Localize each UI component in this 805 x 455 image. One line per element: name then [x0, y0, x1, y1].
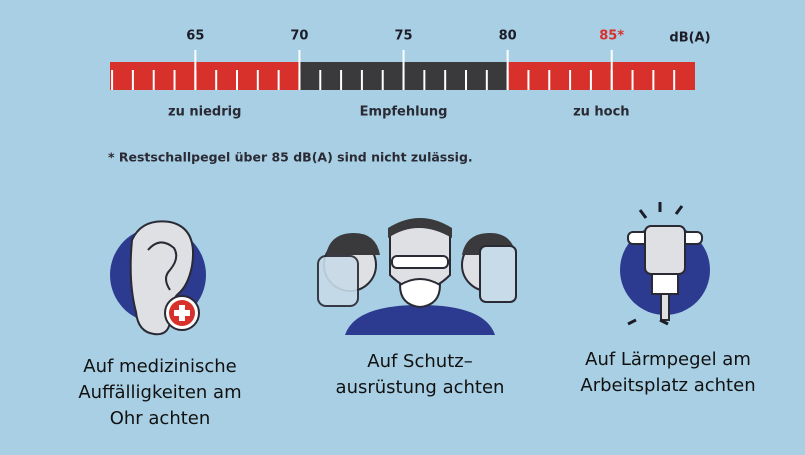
tick-label: 70: [290, 29, 308, 44]
caption-line: Auf medizinische: [83, 356, 236, 377]
captions: Auf medizinische Auffälligkeiten am Ohr ac…: [78, 349, 755, 429]
zone-segment: [110, 62, 300, 90]
zone-label: Empfehlung: [360, 105, 448, 120]
caption-line: ausrüstung achten: [336, 377, 505, 398]
caption-line: Ohr achten: [110, 408, 211, 429]
tick-label: 65: [186, 29, 204, 44]
ppe-icon: [317, 218, 517, 335]
footnote: * Restschallpegel über 85 dB(A) sind nic…: [108, 150, 473, 165]
drill-icon: [620, 202, 710, 326]
tick-label: 85*: [599, 29, 624, 44]
zone-label: zu hoch: [573, 105, 630, 120]
caption-line: Auffälligkeiten am: [78, 382, 241, 403]
ear-icon: [110, 220, 206, 336]
tick-label: 75: [394, 29, 412, 44]
scale-bar: zu niedrig Empfehlung zu hoch 65 70 75 80 85*: [110, 29, 695, 120]
zone-label: zu niedrig: [168, 105, 241, 120]
tick-label: 80: [499, 29, 517, 44]
zone-segment: [507, 62, 695, 90]
unit-label: dB(A): [669, 31, 710, 46]
caption-line: Auf Lärmpegel am: [585, 349, 751, 370]
caption-line: Arbeitsplatz achten: [580, 375, 755, 396]
caption-line: Auf Schutz–: [367, 351, 472, 372]
